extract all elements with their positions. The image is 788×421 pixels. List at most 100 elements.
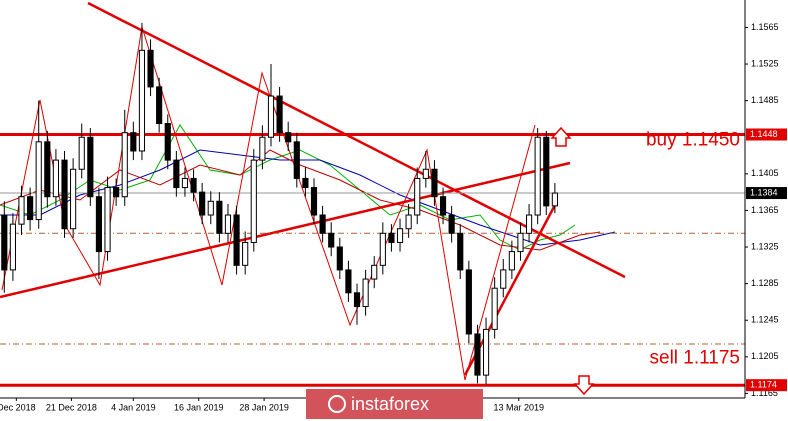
candle-body <box>87 136 94 198</box>
candle-body <box>267 95 275 138</box>
candle-body <box>173 159 180 189</box>
x-tick-label: 16 Jan 2019 <box>174 402 224 412</box>
y-tick-label: 1.1365 <box>751 205 779 215</box>
candle-body <box>328 232 335 248</box>
up-arrow <box>550 126 572 147</box>
candle-body <box>345 269 352 294</box>
candle-body <box>104 187 111 253</box>
candle-body <box>491 287 498 330</box>
annotation: buy 1.1450 <box>646 130 740 151</box>
candle-body <box>388 232 395 243</box>
x-tick-label: 13 Mar 2019 <box>493 402 544 412</box>
ma-red <box>0 149 601 251</box>
candle-body <box>457 232 464 271</box>
candle-body <box>250 159 257 243</box>
ma-green <box>0 124 576 251</box>
trend-line <box>87 1 626 279</box>
candle-body <box>448 214 455 234</box>
candle-body <box>285 132 292 143</box>
candle-body <box>302 177 309 189</box>
y-tick-label: 1.1565 <box>751 22 779 32</box>
candle-body <box>156 86 163 125</box>
candle-body <box>310 187 318 216</box>
last-price-label: 1.1384 <box>750 187 778 197</box>
watermark: instaforex <box>351 394 429 414</box>
candle-body <box>482 328 490 376</box>
candle-body <box>44 141 51 198</box>
candle-body <box>474 333 481 376</box>
candle-body <box>1 214 8 271</box>
candle-body <box>164 123 171 161</box>
candle-body <box>431 168 438 198</box>
candle-body <box>543 136 550 207</box>
candle-body <box>293 141 300 179</box>
candle-body <box>405 214 412 230</box>
logo-box <box>306 389 483 419</box>
candle-body <box>224 214 232 234</box>
annotation: sell 1.1175 <box>650 347 741 368</box>
candle-body <box>525 214 533 234</box>
candle-body <box>439 196 447 216</box>
candle-body <box>52 159 59 198</box>
y-tick-label: 1.1285 <box>751 278 779 288</box>
candle-body <box>61 159 68 230</box>
candle-body <box>233 214 240 266</box>
candle-body <box>551 192 558 207</box>
down-arrow <box>573 375 595 396</box>
candle-body <box>190 177 197 193</box>
candle-body <box>9 223 16 271</box>
candle-body <box>371 264 378 280</box>
trend-line <box>0 161 571 299</box>
candle-body <box>336 246 343 271</box>
candle-body <box>70 168 77 230</box>
candle-body <box>242 241 249 266</box>
candle-body <box>517 232 524 253</box>
candle-body <box>147 49 154 88</box>
candle-body <box>138 49 146 152</box>
y-tick-label: 1.1205 <box>751 351 779 361</box>
candle-body <box>216 200 223 234</box>
level-label: 1.1174 <box>750 380 777 390</box>
candle-body <box>207 200 214 216</box>
level-box <box>746 128 787 141</box>
candle-body <box>113 187 120 198</box>
candle-body <box>508 251 515 271</box>
candle-body <box>78 136 85 170</box>
last-price-box <box>746 187 787 200</box>
y-tick-label: 1.1165 <box>751 388 778 398</box>
candle-body <box>199 191 206 216</box>
x-tick-label: 21 Dec 2018 <box>46 402 97 412</box>
candle-body <box>121 132 128 198</box>
candle-body <box>181 177 189 189</box>
x-tick-label: 28 Jan 2019 <box>239 402 289 412</box>
candle-body <box>362 278 369 308</box>
y-tick-label: 1.1245 <box>751 315 779 325</box>
candle-body <box>465 269 472 335</box>
plot <box>0 22 745 387</box>
candle-body <box>95 196 103 253</box>
candle-body <box>379 232 386 266</box>
candle-body <box>18 196 25 225</box>
logo-icon <box>328 395 346 413</box>
y-tick-label: 1.1325 <box>751 241 779 251</box>
candle-body <box>500 269 507 289</box>
candle-body <box>396 228 404 243</box>
candle-body <box>35 141 42 221</box>
candle-body <box>276 95 283 134</box>
candle-body <box>414 177 421 216</box>
level-box <box>746 379 787 392</box>
candle-body <box>319 214 326 234</box>
candle-body <box>27 196 34 221</box>
y-tick-label: 1.1485 <box>751 95 779 105</box>
candle-body <box>534 136 541 216</box>
candle-body <box>259 136 266 161</box>
candle-body <box>130 132 137 152</box>
candle-body <box>422 168 429 179</box>
candle-body <box>353 292 361 308</box>
x-tick-label: 4 Jan 2019 <box>111 402 156 412</box>
y-tick-label: 1.1405 <box>751 168 779 178</box>
x-tick-label: Dec 2018 <box>0 402 36 412</box>
y-tick-label: 1.1525 <box>751 58 779 68</box>
